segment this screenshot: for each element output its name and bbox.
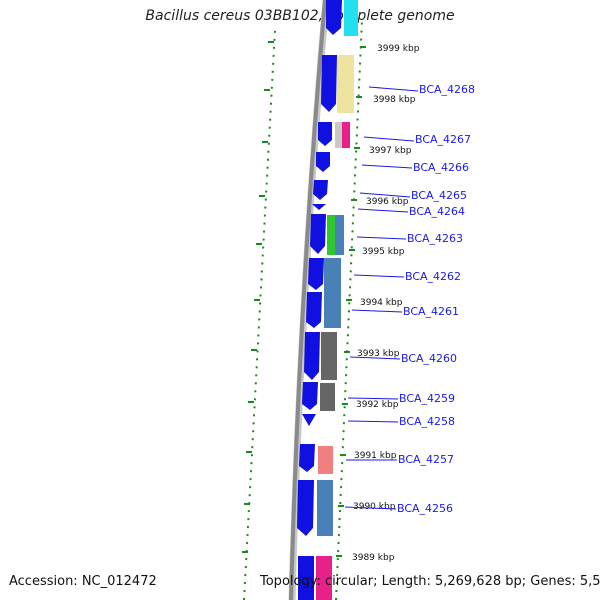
kbp-label: 3992 kbp bbox=[356, 400, 399, 410]
cds-arrow bbox=[302, 414, 316, 426]
gene-label: BCA_4266 bbox=[413, 161, 469, 174]
cds-arrow bbox=[310, 214, 326, 254]
gene-label: BCA_4261 bbox=[403, 305, 459, 318]
gene-label: BCA_4257 bbox=[398, 453, 454, 466]
cds-arrow bbox=[326, 0, 342, 35]
cds-arrow bbox=[308, 258, 324, 290]
cds-arrow bbox=[298, 556, 314, 600]
gene-label: BCA_4263 bbox=[407, 232, 463, 245]
gene-label: BCA_4260 bbox=[401, 352, 457, 365]
topology-label: Topology: circular; Length: 5,269,628 bp… bbox=[260, 574, 600, 589]
genome-backbone bbox=[289, 0, 327, 600]
kbp-label: 3994 kbp bbox=[360, 298, 403, 308]
cog-feature bbox=[317, 480, 333, 536]
kbp-label: 3993 kbp bbox=[357, 349, 400, 359]
cog-feature bbox=[318, 446, 333, 474]
cds-arrow bbox=[304, 332, 320, 380]
kbp-label: 3989 kbp bbox=[352, 553, 395, 563]
cog-feature bbox=[335, 122, 343, 148]
kbp-label: 3999 kbp bbox=[377, 44, 420, 54]
cds-features bbox=[297, 0, 342, 600]
cds-arrow bbox=[318, 122, 332, 146]
cog-feature bbox=[321, 332, 337, 380]
map-title: Bacillus cereus 03BB102, complete genome bbox=[145, 8, 455, 24]
cog-feature bbox=[344, 0, 358, 36]
cds-arrow bbox=[299, 444, 315, 472]
cog-feature bbox=[335, 215, 344, 255]
gene-label: BCA_4258 bbox=[399, 415, 455, 428]
gene-label: BCA_4264 bbox=[409, 205, 465, 218]
scale-track bbox=[335, 19, 363, 600]
cog-feature bbox=[320, 383, 335, 411]
cds-arrow bbox=[316, 152, 330, 172]
gene-label: BCA_4259 bbox=[399, 392, 455, 405]
cds-arrow bbox=[306, 292, 322, 328]
cds-arrow bbox=[312, 204, 326, 210]
gene-label: BCA_4267 bbox=[415, 133, 471, 146]
gc-skew-ticks bbox=[242, 41, 274, 553]
kbp-label: 3996 kbp bbox=[366, 197, 409, 207]
kbp-labels: 3999 kbp 3998 kbp 3997 kbp 3996 kbp 3995… bbox=[352, 44, 420, 563]
gene-label: BCA_4262 bbox=[405, 270, 461, 283]
cog-feature bbox=[324, 258, 341, 328]
kbp-label: 3990 kbp bbox=[353, 502, 396, 512]
gene-label: BCA_4268 bbox=[419, 83, 475, 96]
gene-label-leaders bbox=[344, 86, 419, 510]
cds-arrow bbox=[297, 480, 314, 536]
accession-label: Accession: NC_012472 bbox=[9, 574, 157, 589]
scale-ticks bbox=[336, 46, 366, 557]
gc-content-track bbox=[243, 29, 276, 600]
cog-feature bbox=[342, 122, 350, 148]
kbp-label: 3997 kbp bbox=[369, 146, 412, 156]
cds-arrow bbox=[321, 55, 337, 112]
cog-features bbox=[316, 0, 358, 600]
cog-feature bbox=[337, 55, 354, 113]
kbp-label: 3991 kbp bbox=[354, 451, 397, 461]
kbp-label: 3998 kbp bbox=[373, 95, 416, 105]
cog-feature bbox=[327, 215, 335, 255]
gene-label: BCA_4265 bbox=[411, 189, 467, 202]
gene-labels: BCA_4268 BCA_4267 BCA_4266 BCA_4265 BCA_… bbox=[397, 83, 475, 515]
cds-arrow bbox=[302, 382, 318, 410]
cds-arrow bbox=[313, 180, 328, 200]
gene-label: BCA_4256 bbox=[397, 502, 453, 515]
cog-feature bbox=[316, 556, 332, 600]
kbp-label: 3995 kbp bbox=[362, 247, 405, 257]
